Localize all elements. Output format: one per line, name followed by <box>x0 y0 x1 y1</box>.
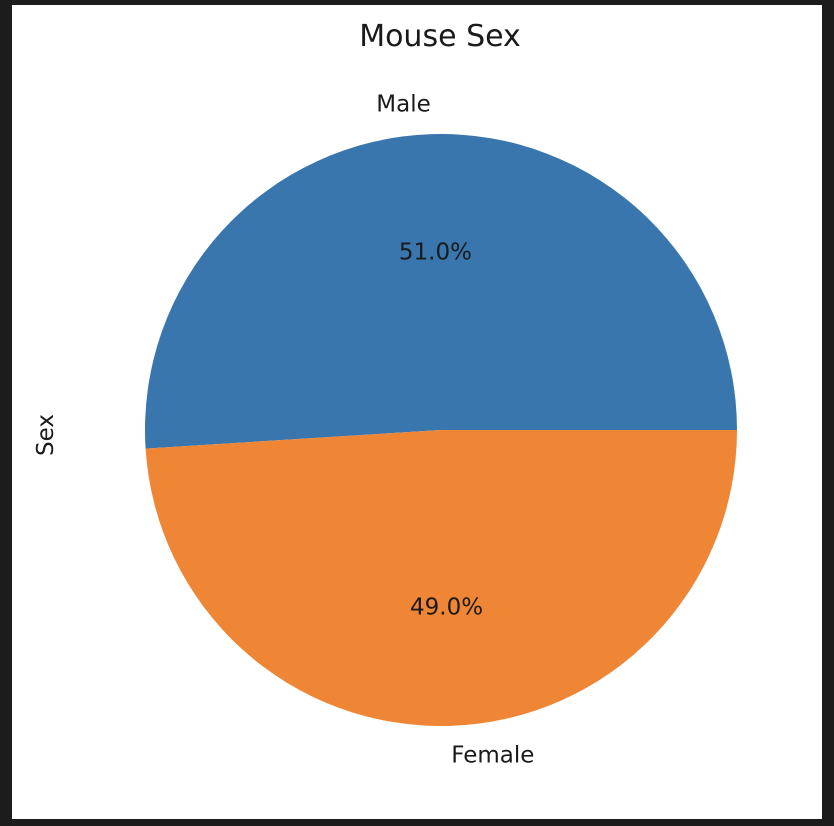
chart-title: Mouse Sex <box>359 19 521 54</box>
pie-labels: Male 51.0% Female 49.0% <box>376 92 534 769</box>
slice-label-female: Female <box>451 742 534 768</box>
pie-slices <box>144 133 737 726</box>
slice-percent-male: 51.0% <box>399 239 472 265</box>
pie-slice-male <box>144 133 737 449</box>
slice-percent-female: 49.0% <box>410 595 483 621</box>
y-axis-label: Sex <box>33 414 59 456</box>
pie-slice-female <box>145 430 737 726</box>
slice-label-male: Male <box>376 92 430 118</box>
